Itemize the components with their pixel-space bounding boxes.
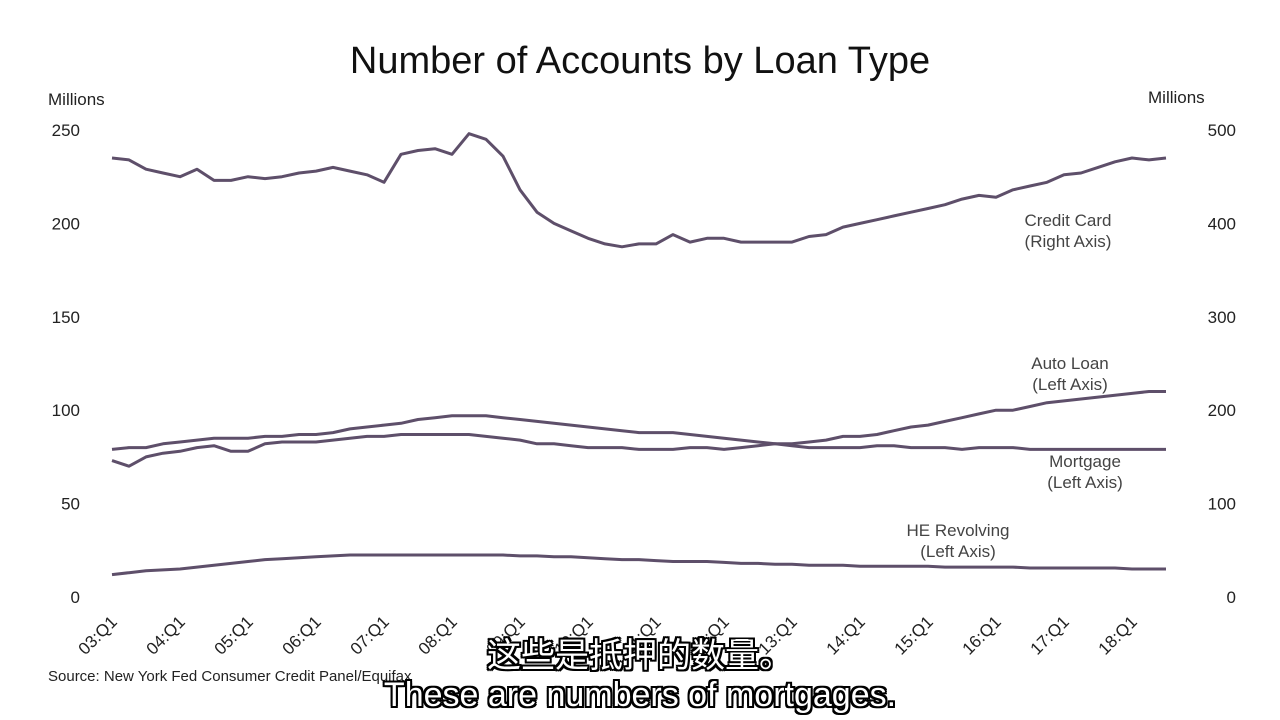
- y-left-tick-label: 0: [71, 588, 80, 607]
- subtitle-chinese: 这些是抵押的数量。: [487, 636, 793, 676]
- series-line-credit-card: [111, 132, 1167, 249]
- source-note: Source: New York Fed Consumer Credit Pan…: [48, 668, 412, 685]
- y-right-tick-label: 0: [1227, 588, 1236, 607]
- y-right-tick-label: 500: [1208, 121, 1236, 140]
- y-right-tick-label: 400: [1208, 214, 1236, 233]
- series-label-mortgage: Mortgage: [1049, 452, 1121, 471]
- series-label-credit-card: (Right Axis): [1025, 232, 1112, 251]
- y-left-tick-label: 150: [52, 308, 80, 327]
- series-line-he-revolving: [111, 553, 1166, 577]
- left-axis-unit: Millions: [48, 90, 105, 109]
- series-label-mortgage: (Left Axis): [1047, 473, 1123, 492]
- series-line-auto-loan: [111, 390, 1166, 468]
- series-label-auto-loan: Auto Loan: [1031, 354, 1109, 373]
- y-right-tick-label: 100: [1208, 495, 1236, 514]
- y-right-tick-label: 200: [1208, 401, 1236, 420]
- y-left-tick-label: 250: [52, 121, 80, 140]
- series-label-auto-loan: (Left Axis): [1032, 375, 1108, 394]
- subtitle-english: These are numbers of mortgages.: [383, 676, 897, 714]
- right-axis-unit: Millions: [1148, 88, 1205, 107]
- chart-title: Number of Accounts by Loan Type: [349, 40, 931, 82]
- series-label-he-revolving: (Left Axis): [920, 542, 996, 561]
- y-right-tick-label: 300: [1208, 308, 1236, 327]
- y-left-tick-label: 50: [61, 495, 80, 514]
- series-label-credit-card: Credit Card: [1025, 211, 1112, 230]
- series-line-mortgage: [111, 414, 1166, 451]
- y-left-tick-label: 200: [52, 214, 80, 233]
- series-label-he-revolving: HE Revolving: [907, 521, 1010, 540]
- y-left-tick-label: 100: [52, 401, 80, 420]
